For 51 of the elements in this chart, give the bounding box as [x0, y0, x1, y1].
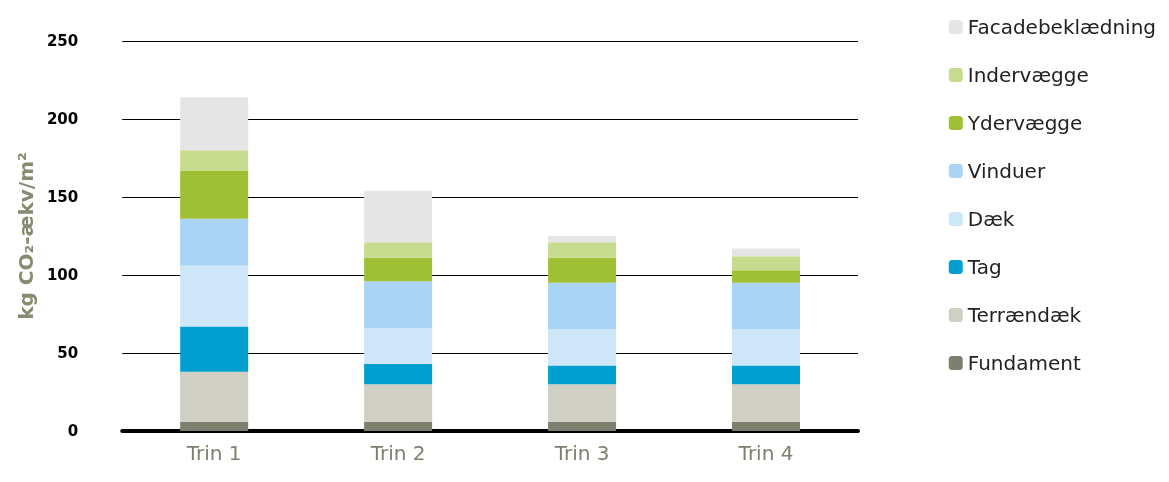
bar: [364, 242, 433, 258]
legend-label: Dæk: [967, 207, 1015, 231]
bar: [180, 265, 249, 327]
legend-label: Ydervægge: [966, 111, 1083, 135]
bar: [180, 421, 249, 431]
bar: [732, 421, 801, 431]
bar: [180, 218, 249, 266]
bar: [180, 371, 249, 422]
y-tick-label: 250: [46, 32, 79, 50]
bar: [732, 270, 801, 283]
legend-label: Fundament: [967, 351, 1081, 375]
bar: [732, 282, 801, 330]
legend-label: Facadebeklædning: [967, 15, 1157, 39]
bar: [548, 365, 617, 385]
bar: [548, 329, 617, 366]
y-tick-label: 150: [46, 188, 79, 206]
bar: [364, 328, 433, 364]
bar: [732, 329, 801, 366]
y-axis-title: kg CO₂-ækv/m²: [14, 152, 38, 320]
bar: [548, 384, 617, 422]
bar: [732, 248, 801, 257]
bar: [180, 326, 249, 372]
bar: [732, 365, 801, 385]
bar: [364, 281, 433, 329]
bar: [548, 236, 617, 243]
bar: [364, 363, 433, 385]
y-tick-label: 200: [46, 110, 79, 128]
x-tick-label: Trin 3: [553, 441, 610, 465]
x-tick-label: Trin 2: [369, 441, 426, 465]
y-tick-label: 0: [67, 422, 79, 440]
bar: [732, 384, 801, 422]
y-tick-label: 50: [57, 344, 79, 362]
bar: [180, 97, 249, 151]
bar: [180, 170, 249, 219]
x-tick-label: Trin 4: [737, 441, 794, 465]
bar: [180, 150, 249, 171]
legend-label: Indervægge: [967, 63, 1089, 87]
legend-label: Terrændæk: [966, 303, 1082, 327]
y-tick-label: 100: [46, 266, 79, 284]
bar: [548, 282, 617, 330]
bar: [548, 421, 617, 431]
bar: [364, 421, 433, 431]
bar: [548, 257, 617, 283]
legend-label: Vinduer: [967, 159, 1046, 183]
x-tick-label: Trin 1: [185, 441, 242, 465]
bar: [548, 242, 617, 258]
bar: [364, 384, 433, 422]
legend-label: Tag: [966, 255, 1002, 279]
bar: [364, 190, 433, 243]
bar: [364, 257, 433, 282]
bar: [732, 256, 801, 271]
